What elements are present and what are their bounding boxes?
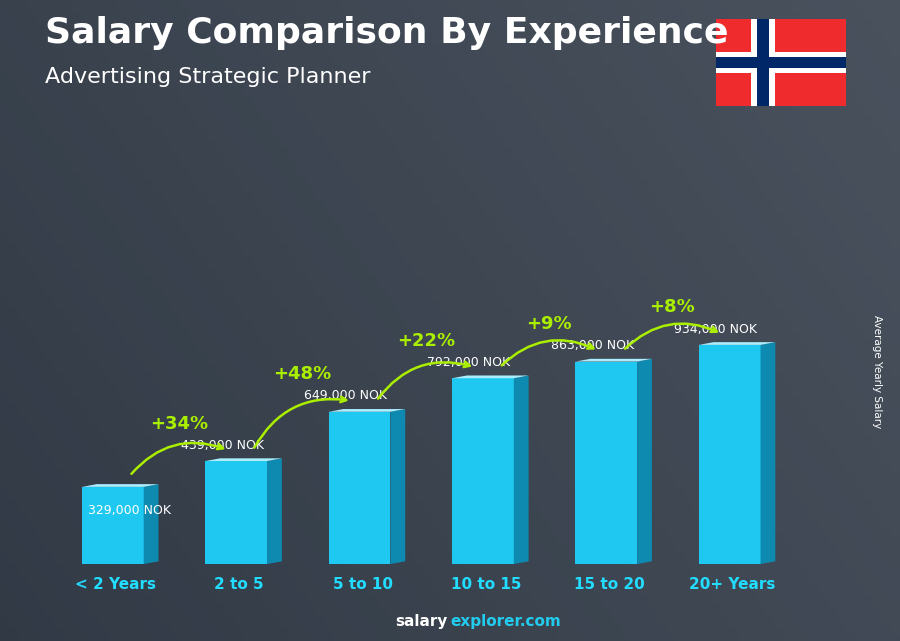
Text: 5 to 10: 5 to 10	[332, 578, 392, 592]
Text: Average Yearly Salary: Average Yearly Salary	[872, 315, 883, 428]
Text: 10 to 15: 10 to 15	[451, 578, 521, 592]
Text: +34%: +34%	[150, 415, 208, 433]
Text: +48%: +48%	[274, 365, 331, 383]
Text: Salary Comparison By Experience: Salary Comparison By Experience	[45, 16, 728, 50]
Polygon shape	[698, 342, 775, 345]
Bar	[752, 19, 775, 106]
Polygon shape	[575, 359, 652, 362]
Text: 2 to 5: 2 to 5	[214, 578, 264, 592]
Text: +9%: +9%	[526, 315, 572, 333]
Text: Advertising Strategic Planner: Advertising Strategic Planner	[45, 67, 371, 87]
Polygon shape	[514, 376, 528, 564]
Text: explorer.com: explorer.com	[450, 615, 561, 629]
Polygon shape	[144, 484, 158, 564]
Text: 329,000 NOK: 329,000 NOK	[88, 504, 171, 517]
Text: < 2 Years: < 2 Years	[76, 578, 157, 592]
Polygon shape	[760, 342, 775, 564]
Text: 649,000 NOK: 649,000 NOK	[304, 390, 387, 403]
Polygon shape	[637, 359, 652, 564]
Polygon shape	[452, 378, 514, 564]
Text: 863,000 NOK: 863,000 NOK	[551, 339, 634, 353]
Polygon shape	[82, 484, 158, 487]
Polygon shape	[698, 345, 760, 564]
Bar	[716, 52, 846, 73]
Text: 934,000 NOK: 934,000 NOK	[674, 322, 757, 336]
Text: 15 to 20: 15 to 20	[574, 578, 644, 592]
Text: 20+ Years: 20+ Years	[689, 578, 776, 592]
Bar	[716, 57, 846, 68]
Polygon shape	[205, 458, 282, 461]
Polygon shape	[205, 461, 267, 564]
Polygon shape	[328, 412, 391, 564]
Bar	[757, 19, 769, 106]
Text: salary: salary	[395, 615, 447, 629]
Text: 439,000 NOK: 439,000 NOK	[181, 438, 264, 452]
Polygon shape	[452, 376, 528, 378]
Text: +22%: +22%	[397, 332, 454, 350]
Text: +8%: +8%	[650, 299, 696, 317]
Polygon shape	[267, 458, 282, 564]
Polygon shape	[82, 487, 144, 564]
Polygon shape	[575, 362, 637, 564]
Polygon shape	[391, 409, 405, 564]
Polygon shape	[328, 409, 405, 412]
Text: 792,000 NOK: 792,000 NOK	[428, 356, 510, 369]
